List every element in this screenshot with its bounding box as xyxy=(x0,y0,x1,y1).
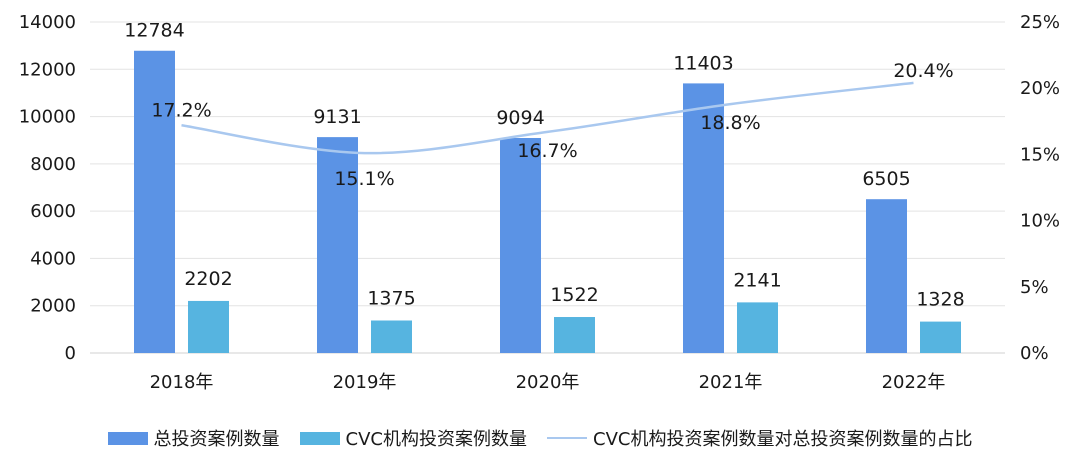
y-left-tick-label: 12000 xyxy=(19,59,76,80)
bar-cvc xyxy=(554,317,595,353)
y-right-tick-label: 25% xyxy=(1020,12,1060,33)
ratio-line-path xyxy=(181,81,914,155)
y-left-tick-label: 14000 xyxy=(19,12,76,33)
x-tick-label: 2021年 xyxy=(699,372,763,393)
data-label-total: 6505 xyxy=(862,168,910,190)
bar-cvc xyxy=(737,302,778,353)
x-tick-label: 2020年 xyxy=(516,372,580,393)
bar-total xyxy=(500,137,541,353)
y-right-tick-label: 15% xyxy=(1020,144,1060,165)
data-label-cvc: 2141 xyxy=(733,269,781,291)
data-label-cvc: 1328 xyxy=(916,289,964,311)
bar-total xyxy=(683,83,724,353)
data-labels: 12784 2202 9131 1375 9094 1522 11403 2141 6505 13… xyxy=(124,20,964,311)
data-label-ratio: 16.7% xyxy=(517,140,577,162)
y-left-tick-label: 10000 xyxy=(19,107,76,128)
bar-cvc xyxy=(188,300,229,353)
data-label-ratio: 15.1% xyxy=(334,168,394,190)
legend: 总投资案例数量 CVC机构投资案例数量 CVC机构投资案例数量对总投资案例数量的… xyxy=(0,420,1080,456)
data-label-cvc: 2202 xyxy=(184,268,232,290)
axis-ticks: 0 2000 4000 6000 8000 10000 12000 14000 0% 5% 10% 1… xyxy=(19,12,1060,393)
data-label-ratio: 18.8% xyxy=(700,112,760,134)
legend-label-cvc: CVC机构投资案例数量 xyxy=(345,429,527,450)
data-label-ratio: 20.4% xyxy=(893,60,953,82)
x-tick-label: 2019年 xyxy=(333,372,397,393)
ratio-line xyxy=(181,81,914,155)
y-left-tick-label: 2000 xyxy=(30,296,76,317)
y-right-tick-label: 20% xyxy=(1020,78,1060,99)
gridlines xyxy=(90,21,1005,354)
data-label-ratio: 17.2% xyxy=(151,99,211,121)
data-label-cvc: 1375 xyxy=(367,287,415,309)
legend-swatch-ratio xyxy=(547,437,587,439)
x-tick-label: 2022年 xyxy=(882,372,946,393)
y-right-tick-label: 5% xyxy=(1020,277,1049,298)
y-left-tick-label: 8000 xyxy=(30,154,76,175)
legend-item-total: 总投资案例数量 xyxy=(107,425,280,451)
data-label-total: 9131 xyxy=(313,106,361,128)
bar-cvc xyxy=(371,320,412,353)
data-label-total: 9094 xyxy=(496,107,544,129)
bar-cvc xyxy=(920,321,961,353)
data-label-total: 11403 xyxy=(673,52,733,74)
x-tick-label: 2018年 xyxy=(150,372,214,393)
legend-label-ratio: CVC机构投资案例数量对总投资案例数量的占比 xyxy=(593,429,973,450)
data-label-cvc: 1522 xyxy=(550,284,598,306)
y-left-tick-label: 0 xyxy=(65,343,76,364)
legend-swatch-total xyxy=(107,431,148,445)
y-left-tick-label: 4000 xyxy=(30,248,76,269)
chart: 12784 2202 9131 1375 9094 1522 11403 2141 6505 13… xyxy=(19,12,1060,393)
bar-total xyxy=(134,50,175,353)
legend-item-cvc: CVC机构投资案例数量 xyxy=(299,425,527,451)
y-left-tick-label: 6000 xyxy=(30,201,76,222)
legend-item-ratio: CVC机构投资案例数量对总投资案例数量的占比 xyxy=(547,425,972,451)
bar-total xyxy=(317,137,358,353)
y-right-tick-label: 10% xyxy=(1020,211,1060,232)
y-right-tick-label: 0% xyxy=(1020,343,1049,364)
legend-swatch-cvc xyxy=(299,431,340,445)
data-label-total: 12784 xyxy=(124,20,184,42)
legend-label-total: 总投资案例数量 xyxy=(153,429,280,450)
bar-total xyxy=(866,199,907,353)
bars xyxy=(134,50,961,353)
